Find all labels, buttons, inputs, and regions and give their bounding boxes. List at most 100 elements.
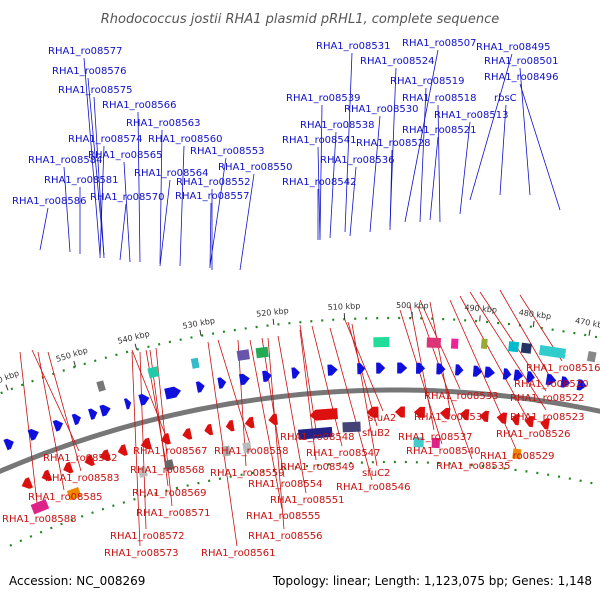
- reverse-gene-label: sfuC2: [362, 468, 390, 479]
- forward-gene-shape: [472, 365, 483, 377]
- reverse-gene-shape: [225, 420, 235, 432]
- forward-gene-shape: [526, 371, 535, 383]
- forward-gene-label: RHA1_ro08528: [356, 138, 431, 149]
- forward-label-leader: [123, 161, 131, 263]
- reverse-gene: [160, 432, 171, 445]
- forward-feature-box: [586, 350, 597, 363]
- reverse-gene: [540, 418, 550, 430]
- forward-gene-label: RHA1_ro08575: [58, 85, 133, 96]
- reverse-label-leader: [31, 349, 80, 452]
- forward-gene: [327, 364, 338, 376]
- reverse-label-leader: [131, 349, 170, 445]
- forward-feature-box: [508, 341, 520, 353]
- inner-dotted-ruler: [9, 460, 600, 547]
- forward-feature-box-shape: [480, 338, 488, 350]
- reverse-label-leader: [429, 301, 451, 411]
- reverse-gene-shape: [524, 415, 535, 428]
- reverse-label-leader: [277, 335, 307, 494]
- forward-gene-shape: [502, 368, 512, 380]
- reverse-gene: [225, 420, 235, 432]
- forward-feature-box-shape: [586, 350, 597, 363]
- reverse-label-leader: [329, 327, 373, 481]
- forward-gene-label: RHA1_ro08495: [476, 42, 551, 53]
- forward-gene-shape: [164, 386, 182, 400]
- forward-label-leader: [459, 121, 471, 215]
- forward-feature-box-shape: [190, 357, 200, 369]
- kbp-tick-label: 500 kbp: [396, 301, 429, 311]
- reverse-feature-box-shape: [221, 445, 231, 457]
- reverse-label-leader: [207, 341, 238, 547]
- kbp-tick-label: 560 kbp: [0, 369, 20, 389]
- reverse-gene-label: RHA1_ro08522: [510, 393, 585, 404]
- kbp-tick-mark: [5, 384, 9, 391]
- forward-gene-label: RHA1_ro08550: [218, 162, 293, 173]
- forward-label-leader: [209, 157, 227, 267]
- forward-label-leader: [99, 145, 105, 259]
- forward-gene: [513, 369, 524, 381]
- kbp-tick: 490 kbp: [464, 303, 497, 322]
- reverse-feature-box: [342, 421, 361, 433]
- reverse-gene: [496, 412, 508, 424]
- forward-label-leader: [429, 136, 439, 221]
- forward-feature-box-shape: [520, 342, 532, 354]
- forward-gene-label: RHA1_ro08542: [282, 177, 357, 188]
- forward-gene-label: RHA1_ro08553: [190, 146, 265, 157]
- reverse-label-leader: [499, 289, 551, 378]
- forward-gene-label: RHA1_ro08501: [484, 56, 559, 67]
- forward-label-leader: [63, 166, 71, 253]
- forward-gene-shape: [484, 366, 495, 378]
- forward-feature-box-shape: [96, 380, 106, 392]
- forward-label-leader: [389, 149, 393, 231]
- forward-gene-label: RHA1_ro08564: [134, 168, 209, 179]
- forward-label-leader: [369, 115, 381, 233]
- forward-gene-label: RHA1_ro08531: [316, 41, 391, 52]
- reverse-gene-label: RHA1_ro08523: [510, 412, 585, 423]
- forward-feature-box-shape: [373, 337, 390, 348]
- reverse-gene-label: RHA1_ro08561: [201, 548, 276, 559]
- forward-label-leader: [179, 145, 185, 267]
- reverse-gene-shape: [182, 428, 193, 440]
- kbp-tick: 540 kbp: [117, 329, 151, 350]
- reverse-gene-label: sfuB2: [362, 428, 390, 439]
- reverse-gene-shape: [117, 444, 128, 456]
- forward-gene: [397, 362, 408, 374]
- reverse-gene-shape: [309, 408, 338, 421]
- reverse-label-leader: [249, 339, 283, 510]
- reverse-label-leader: [155, 347, 173, 507]
- reverse-gene: [268, 413, 278, 426]
- reverse-gene: [413, 406, 426, 418]
- reverse-gene-shape: [99, 449, 111, 462]
- forward-gene: [560, 376, 571, 388]
- reverse-gene-shape: [140, 437, 152, 450]
- forward-gene-shape: [545, 373, 557, 386]
- forward-gene-shape: [436, 363, 446, 375]
- forward-feature-box: [147, 366, 160, 379]
- reverse-gene-label: RHA1_ro08567: [133, 446, 208, 457]
- outer-dotted-ruler: [0, 316, 600, 395]
- forward-label-leader: [159, 179, 171, 267]
- forward-gene: [217, 377, 227, 389]
- reverse-feature-box-shape: [164, 459, 175, 471]
- reverse-gene: [459, 409, 470, 421]
- forward-feature-box-shape: [147, 366, 160, 379]
- forward-feature-box: [520, 342, 532, 354]
- kbp-ticks: 470 kbp 480 kbp 490 kbp 500 kbp 510 kbp 520 k…: [0, 301, 600, 391]
- kbp-tick: 470 kbp: [574, 316, 600, 336]
- reverse-feature-box: [431, 437, 441, 449]
- reverse-gene-label: RHA1_ro08573: [104, 548, 179, 559]
- forward-gene: [376, 362, 386, 374]
- kbp-tick-mark: [199, 329, 202, 336]
- reverse-gene-label: RHA1_ro08556: [248, 531, 323, 542]
- reverse-gene-shape: [41, 469, 53, 482]
- forward-gene-shape: [513, 369, 524, 381]
- reverse-gene: [524, 415, 535, 428]
- forward-feature-box: [480, 338, 488, 350]
- reverse-gene-label: RHA1_ro08558: [214, 446, 289, 457]
- kbp-tick-label: 550 kbp: [55, 346, 89, 364]
- forward-gene-label: RHA1_ro08560: [148, 134, 223, 145]
- reverse-label-leader: [399, 309, 443, 445]
- forward-gene-shape: [560, 376, 571, 388]
- forward-gene-label: rbsC: [494, 93, 517, 104]
- kbp-tick-label: 520 kbp: [256, 306, 289, 319]
- reverse-feature-box: [66, 486, 82, 501]
